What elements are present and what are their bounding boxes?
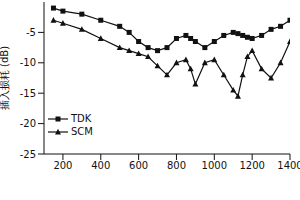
svg-text:-15: -15 (20, 88, 36, 99)
svg-text:-10: -10 (20, 57, 36, 68)
svg-text:200: 200 (53, 160, 72, 171)
svg-text:-5: -5 (26, 27, 36, 38)
html-text:SCM: SCM (71, 126, 93, 137)
svg-text:插入损耗 (dB): 插入损耗 (dB) (8, 46, 10, 110)
svg-text:1400: 1400 (277, 160, 292, 171)
svg-text:-20: -20 (20, 118, 36, 129)
svg-text:1000: 1000 (202, 160, 227, 171)
svg-text:1200: 1200 (239, 160, 264, 171)
svg-text:800: 800 (167, 160, 186, 171)
svg-text:-25: -25 (20, 149, 36, 160)
svg-text:600: 600 (129, 160, 148, 171)
svg-text:400: 400 (91, 160, 110, 171)
html-text:TDK: TDK (71, 113, 92, 124)
